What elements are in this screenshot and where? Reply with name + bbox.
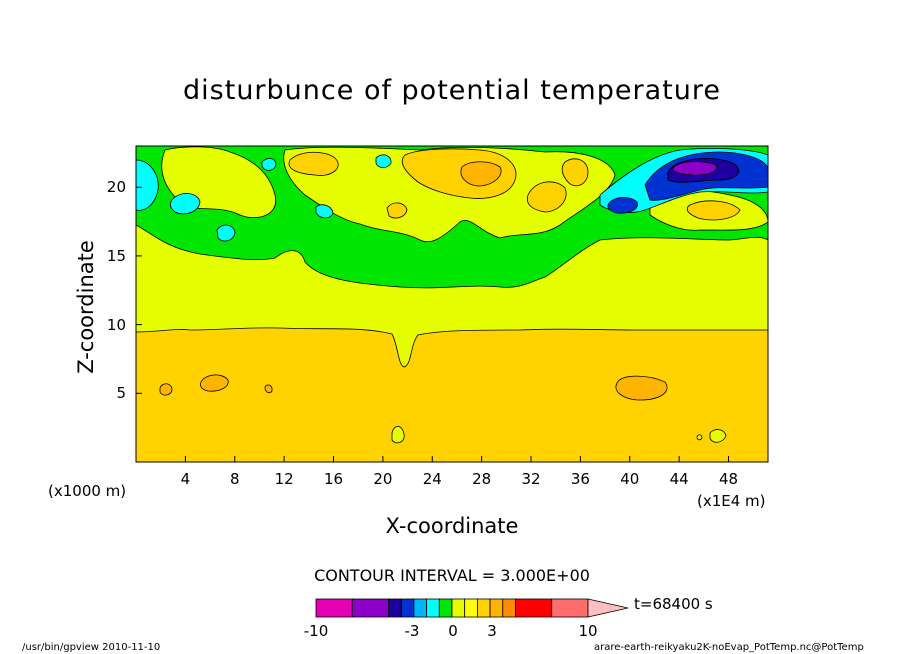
purple-blob xyxy=(672,161,718,176)
y-tick-label: 15 xyxy=(106,246,126,265)
orange-inner-blob xyxy=(460,161,502,187)
cyan-blob-5 xyxy=(315,204,334,219)
x-tick-label: 16 xyxy=(323,470,344,488)
x-tick-label: 20 xyxy=(373,470,393,488)
colorbar-swatch xyxy=(400,598,415,618)
x-axis-ticks xyxy=(184,456,729,462)
x-tick-label: 24 xyxy=(422,470,442,488)
cyan-blob-6 xyxy=(375,154,392,168)
yellow-lower-blob-1 xyxy=(391,425,405,444)
colorbar-swatch xyxy=(489,598,504,618)
colorbar-tick-label: 0 xyxy=(448,622,458,640)
dark-orange-blob-1 xyxy=(200,374,229,392)
colorbar-swatch xyxy=(351,598,389,618)
colorbar-swatch xyxy=(438,598,453,618)
orange-upper-blob-2 xyxy=(401,148,517,199)
colorbar-swatch xyxy=(315,598,353,618)
dark-orange-blob-2 xyxy=(159,383,173,396)
x-tick-label: 32 xyxy=(521,470,541,488)
yellow-lower-blob-3 xyxy=(696,434,703,441)
colorbar-extend-arrow xyxy=(587,598,629,618)
orange-upper-blob-1 xyxy=(288,151,339,176)
colorbar-swatch xyxy=(388,598,402,618)
chart-title: disturbunce of potential temperature xyxy=(183,75,721,106)
dark-orange-blob-3 xyxy=(264,384,273,394)
colorbar-tick-label: -10 xyxy=(303,622,329,640)
orange-lower-region xyxy=(136,327,768,462)
contour-field xyxy=(136,146,768,462)
dark-orange-blob-4 xyxy=(615,375,668,401)
orange-upper-blob-4 xyxy=(561,158,589,187)
cyan-blob-3 xyxy=(216,224,236,242)
colorbar-swatch xyxy=(426,598,440,618)
orange-small-blob xyxy=(386,202,408,219)
y-axis-ticks xyxy=(136,186,142,394)
y-axis-label: Z-coordinate xyxy=(74,240,98,374)
colorbar-swatch xyxy=(464,598,478,618)
x-tick-label: 44 xyxy=(669,470,689,488)
colorbar-swatch xyxy=(451,598,466,618)
y-tick-label: 20 xyxy=(106,178,126,197)
colorbar-swatch xyxy=(413,598,428,618)
colorbar-tick-label: 10 xyxy=(578,622,598,640)
cyan-blob-4 xyxy=(261,158,277,171)
x-tick-label: 12 xyxy=(274,470,294,488)
x-tick-label: 36 xyxy=(570,470,590,488)
colorbar-swatch xyxy=(502,598,516,618)
x-tick-label: 4 xyxy=(180,470,191,488)
x-tick-label: 8 xyxy=(229,470,240,488)
time-label: t=68400 s xyxy=(634,595,713,613)
orange-upper-blob-3 xyxy=(526,181,567,213)
orange-right-blob xyxy=(686,200,741,221)
x-tick-label: 40 xyxy=(620,470,640,488)
y-tick-label: 5 xyxy=(116,384,126,403)
footer-left: /usr/bin/gpview 2010-11-10 xyxy=(22,642,161,653)
colorbar-tick-label: -3 xyxy=(404,622,420,640)
x-units-left: (x1000 m) xyxy=(48,482,127,500)
plot-frame xyxy=(135,145,769,463)
cyan-blob-2 xyxy=(169,193,201,215)
colorbar-swatch xyxy=(476,598,491,618)
blue-small-blob xyxy=(607,197,638,214)
contour-interval: CONTOUR INTERVAL = 3.000E+00 xyxy=(314,566,590,585)
colorbar-swatch xyxy=(551,598,589,618)
x-units-right: (x1E4 m) xyxy=(697,492,766,510)
colorbar-swatch xyxy=(515,598,553,618)
yellow-lower-blob-2 xyxy=(709,429,727,443)
footer-right: arare-earth-reikyaku2K-noEvap_PotTemp.nc… xyxy=(594,642,864,653)
colorbar-tick-label: 3 xyxy=(487,622,497,640)
colorbar xyxy=(315,598,629,618)
cyan-blob-left xyxy=(136,159,159,211)
x-tick-label: 48 xyxy=(718,470,739,488)
y-tick-label: 10 xyxy=(106,315,126,334)
x-tick-label: 28 xyxy=(472,470,492,488)
x-axis-label: X-coordinate xyxy=(385,514,519,538)
